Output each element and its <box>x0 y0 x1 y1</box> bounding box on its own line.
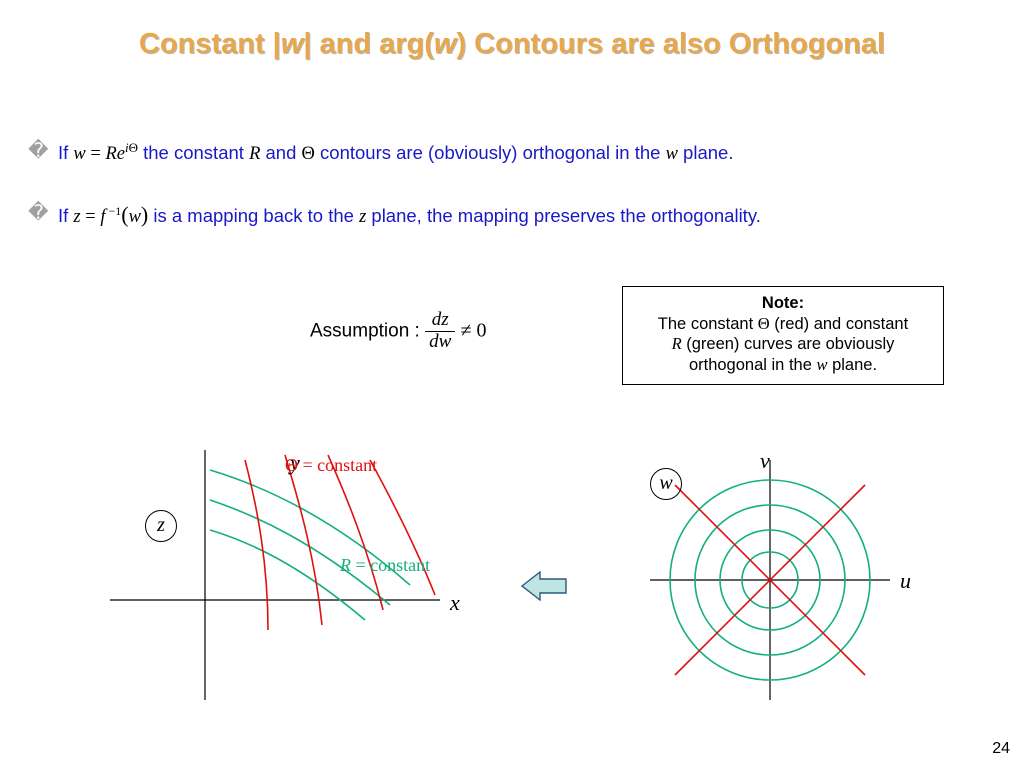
bullet-1: If w = ReiΘ the constant R and Θ contour… <box>58 140 733 165</box>
note-box: Note: The constant Θ (red) and constant … <box>622 286 944 385</box>
t-w2: w <box>434 28 457 60</box>
b2-z: z <box>73 207 80 227</box>
page-number: 24 <box>992 740 1010 758</box>
b2-cl: ) <box>141 202 148 227</box>
theta-const-label: Θ = constant <box>285 455 377 476</box>
asm-label: Assumption : <box>310 320 425 341</box>
b1-Re: Re <box>105 144 125 164</box>
bullet-2-glyph: � <box>28 200 49 225</box>
bullet-1-glyph: � <box>28 138 49 163</box>
t-p2: | and arg( <box>303 28 434 60</box>
asm-den: dw <box>425 332 455 353</box>
w-plane-label: w <box>650 468 682 500</box>
b1-w: w <box>73 144 85 164</box>
b1-m2: and <box>260 142 301 163</box>
asm-num: dz <box>425 310 455 332</box>
b1-R: R <box>249 144 260 164</box>
b1-tail: plane. <box>678 142 734 163</box>
b2-eq: = <box>81 207 101 227</box>
note-l1: The constant Θ (red) and constant <box>633 314 933 335</box>
bullet-2: If z = f −1(w) is a mapping back to the … <box>58 202 761 228</box>
b2-mid: is a mapping back to the <box>153 205 359 226</box>
b1-m1: the constant <box>143 142 249 163</box>
t-w1: w <box>281 28 304 60</box>
r-const-label: R = constant <box>340 555 430 576</box>
b1-wp: w <box>666 144 678 164</box>
b1-sth: Θ <box>129 140 138 155</box>
v-axis-label: v <box>760 448 770 474</box>
note-l2: R (green) curves are obviously <box>633 334 933 355</box>
b2-pre: If <box>58 205 73 226</box>
z-plane-label: z <box>145 510 177 542</box>
b1-m3: contours are (obviously) orthogonal in t… <box>315 142 666 163</box>
arrow-icon <box>520 568 570 604</box>
b1-pre: If <box>58 142 73 163</box>
note-l3: orthogonal in the w plane. <box>633 355 933 376</box>
b2-tail: plane, the mapping preserves the orthogo… <box>366 205 761 226</box>
b2-op: ( <box>121 202 128 227</box>
u-axis-label: u <box>900 568 911 594</box>
b2-sup: −1 <box>105 204 121 218</box>
b1-Th: Θ <box>302 144 315 164</box>
b2-w: w <box>129 207 141 227</box>
t-p1: Constant | <box>139 28 281 60</box>
assumption-eq: Assumption : dz dw ≠ 0 <box>310 310 487 353</box>
t-p3: ) Contours are also Orthogonal <box>456 28 885 60</box>
x-axis-label: x <box>450 590 460 616</box>
b1-eq: = <box>86 144 106 164</box>
slide-title: Constant |w| and arg(w) Contours are als… <box>0 28 1024 61</box>
note-title: Note: <box>633 293 933 314</box>
asm-rhs: ≠ 0 <box>461 319 487 341</box>
